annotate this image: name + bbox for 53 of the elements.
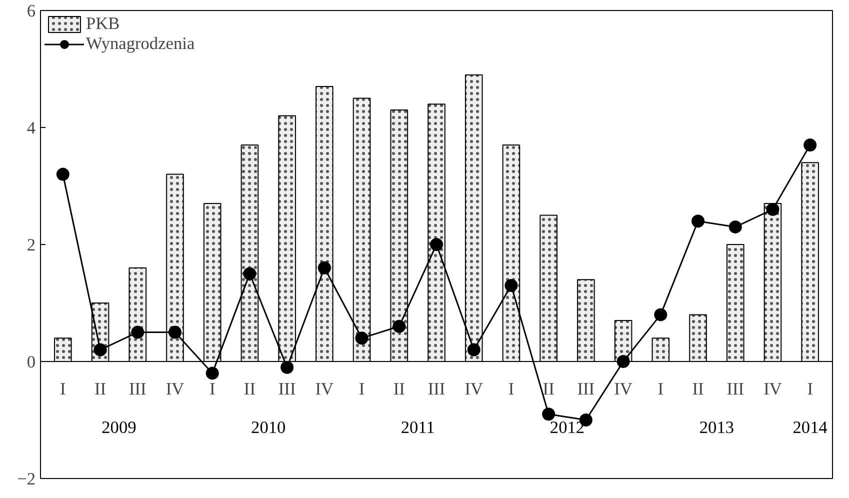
x-tick-label: III <box>726 380 744 398</box>
point <box>804 138 817 152</box>
x-tick-label: III <box>428 380 446 398</box>
x-tick-label: III <box>278 380 296 398</box>
annotation: 2014 <box>792 418 828 438</box>
x-tick-label: IV <box>614 380 633 398</box>
point <box>392 320 406 333</box>
point <box>355 332 368 345</box>
annotation: 2011 <box>400 418 435 438</box>
x-tick-label: II <box>692 380 704 398</box>
point <box>56 168 70 181</box>
point <box>542 408 556 421</box>
x-tick-label: IV <box>315 380 334 398</box>
x-tick-label: I <box>209 380 216 398</box>
x-tick-label: III <box>577 380 595 398</box>
x-tick-label: IV <box>464 380 484 398</box>
point <box>430 238 443 251</box>
point <box>728 220 742 234</box>
point <box>692 214 705 228</box>
point <box>616 355 630 368</box>
point <box>94 343 107 356</box>
x-tick-label: II <box>542 380 555 398</box>
point <box>243 267 256 280</box>
point <box>206 366 219 380</box>
x-tick-label: I <box>508 380 514 398</box>
y-tick-label: 2 <box>26 236 36 254</box>
x-tick-label: II <box>94 380 106 398</box>
x-tick-label: III <box>128 380 147 398</box>
point <box>318 261 331 274</box>
x-tick-label: IV <box>166 380 185 398</box>
y-tick-label: −2 <box>17 470 36 488</box>
x-tick-label: IV <box>764 380 782 398</box>
x-tick-label: I <box>807 380 814 398</box>
x-tick-label: I <box>658 380 664 398</box>
annotation: 2009 <box>102 418 136 438</box>
y-tick-label: 0 <box>26 352 36 372</box>
annotation: 2013 <box>699 418 734 438</box>
legend-label: PKB <box>86 14 120 34</box>
x-tick-label: II <box>244 380 256 398</box>
point <box>766 202 780 216</box>
x-tick-label: II <box>393 380 406 398</box>
point <box>467 343 480 356</box>
y-tick-label: 4 <box>26 118 36 138</box>
x-tick-label: I <box>358 380 365 398</box>
point <box>131 326 144 339</box>
legend-label: Wynagrodzenia <box>86 34 195 54</box>
point <box>280 360 294 374</box>
point <box>504 278 518 292</box>
y-tick-label: 6 <box>26 2 36 20</box>
point <box>168 326 182 339</box>
annotation: 2010 <box>251 418 286 438</box>
x-tick-label: I <box>60 380 66 398</box>
point <box>654 308 668 322</box>
